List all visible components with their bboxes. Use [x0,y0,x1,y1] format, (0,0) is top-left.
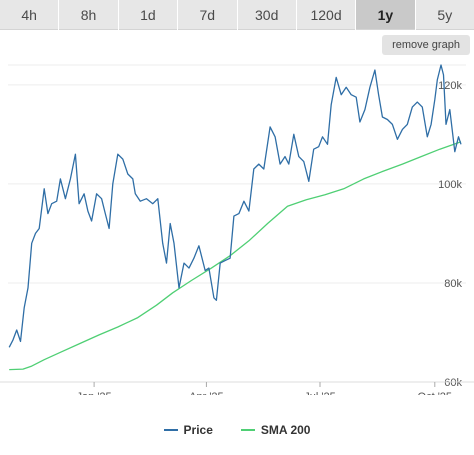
tab-1d[interactable]: 1d [118,0,178,30]
y-tick-label: 80k [444,278,462,290]
tab-120d[interactable]: 120d [296,0,356,30]
x-tick-label: Jan '25 [77,391,112,395]
legend-item-price[interactable]: Price [163,423,213,437]
price-series-line [8,64,462,348]
tab-1y[interactable]: 1y [356,0,415,30]
tab-8h[interactable]: 8h [59,0,118,30]
x-tick-label: Oct '25 [418,391,453,395]
legend-label-price: Price [183,423,213,437]
price-chart: 60k 80k 100k 120k Jan '25 Apr '25 Jul '25 Oct '… [0,64,474,395]
chart-legend: Price SMA 200 [0,418,474,442]
price-swatch-icon [163,429,178,431]
remove-graph-button[interactable]: remove graph [382,35,470,55]
x-tick-label: Apr '25 [189,391,224,395]
sma-series-line [9,141,462,371]
y-tick-label: 120k [438,80,462,92]
tab-30d[interactable]: 30d [237,0,296,30]
y-tick-label: 100k [438,179,462,191]
timeframe-tabs: 4h 8h 1d 7d 30d 120d 1y 5y [0,0,474,30]
tab-4h[interactable]: 4h [0,0,59,30]
legend-item-sma[interactable]: SMA 200 [240,423,311,437]
tab-5y[interactable]: 5y [415,0,474,30]
x-tick-label: Jul '25 [304,391,335,395]
y-tick-label: 60k [444,377,462,389]
tab-7d[interactable]: 7d [178,0,237,30]
legend-label-sma: SMA 200 [260,423,311,437]
sma-swatch-icon [240,429,255,431]
